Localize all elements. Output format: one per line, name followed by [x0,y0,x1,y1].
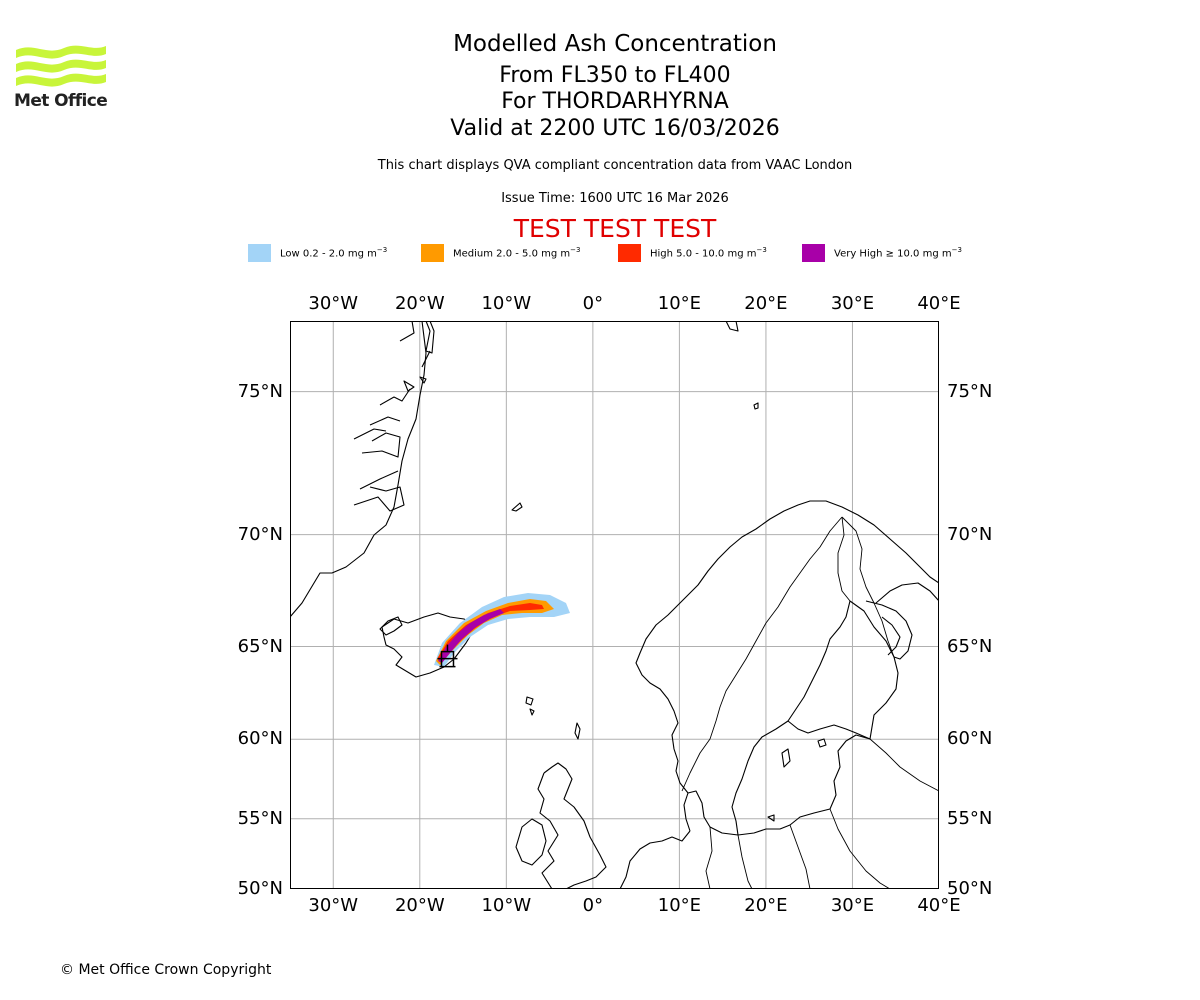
legend-swatch-high [618,244,641,262]
lon-label-top: 40°E [917,293,961,314]
lat-label-right: 75°N [947,380,993,402]
coast-svalbard [725,321,739,332]
coast-shetland [574,722,581,740]
legend-item-very-high: Very High ≥ 10.0 mg m−3 [802,244,962,262]
border-central-europe [705,738,939,889]
coast-norway [635,500,939,794]
legend-swatch-very-high [802,244,825,262]
legend-label-medium: Medium 2.0 - 5.0 mg m−3 [453,246,581,260]
border-norway-sweden [681,516,843,792]
lat-label-left: 75°N [237,380,283,402]
coastlines [290,321,939,889]
coast-gulf-finland [787,720,871,740]
legend-item-medium: Medium 2.0 - 5.0 mg m−3 [421,244,580,262]
lon-label-bottom: 10°W [481,895,532,916]
lon-label-bottom: 20°E [744,895,788,916]
test-banner: TEST TEST TEST [513,214,717,243]
coast-bear-island [753,402,759,410]
lon-label-bottom: 30°W [308,895,359,916]
lat-label-left: 65°N [237,635,283,657]
lon-label-top: 30°E [830,293,875,314]
coast-greenland-fjords [353,321,431,512]
volcano-name: For THORDARHYRNA [501,89,729,114]
lat-label-left: 55°N [237,807,283,829]
legend-label-very-high: Very High ≥ 10.0 mg m−3 [834,246,962,260]
lon-label-bottom: 30°E [830,895,875,916]
lon-label-top: 20°E [744,293,788,314]
flight-levels: From FL350 to FL400 [499,63,731,88]
coast-islands-baltic [767,738,827,822]
coast-sweden-east [731,600,851,836]
ash-plume-very-high [438,609,504,663]
legend-item-low: Low 0.2 - 2.0 mg m−3 [248,244,387,262]
coast-faroe [525,696,535,716]
valid-time: Valid at 2200 UTC 16/03/2026 [450,116,780,141]
border-finland-russia [841,516,895,658]
lat-label-right: 70°N [947,523,993,545]
lon-label-top: 30°W [308,293,359,314]
map-frame [290,321,939,889]
coast-jan-mayen [511,502,523,512]
chart-description: This chart displays QVA compliant concen… [377,158,853,173]
coast-scotland-west [537,772,559,889]
issue-time: Issue Time: 1600 UTC 16 Mar 2026 [501,191,729,206]
coast-baltic-south [737,808,831,836]
lon-label-top: 20°W [394,293,445,314]
coast-iceland-westfjords [379,616,403,636]
lat-label-left: 50°N [237,878,283,899]
lon-label-bottom: 10°E [657,895,702,916]
lon-label-top: 10°E [657,293,702,314]
coast-netherlands-germany [619,830,691,889]
legend-label-high: High 5.0 - 10.0 mg m−3 [650,246,767,260]
lat-label-right: 60°N [947,728,993,750]
copyright: © Met Office Crown Copyright [60,962,272,978]
coast-great-britain [543,762,607,889]
chart-title: Modelled Ash Concentration [453,31,777,57]
legend-swatch-low [248,244,271,262]
lat-label-right: 50°N [947,878,993,899]
coast-baltic-east [829,734,871,810]
coast-denmark [683,790,739,836]
coast-bothnia [849,600,899,740]
met-office-logo [16,45,106,87]
coast-iceland [381,612,475,678]
lat-label-left: 60°N [237,728,283,750]
coast-kola [865,582,939,660]
legend-swatch-medium [421,244,444,262]
border-sweden-finland [837,516,851,602]
lat-label-right: 55°N [947,807,993,829]
coast-white-sea [881,616,901,656]
lat-label-left: 70°N [237,523,283,545]
lon-label-bottom: 40°E [917,895,961,916]
ash-map [290,321,939,889]
logo-text: Met Office [14,91,108,111]
lon-label-top: 10°W [481,293,532,314]
legend-item-high: High 5.0 - 10.0 mg m−3 [618,244,767,262]
lon-label-bottom: 0° [582,895,604,916]
volcano-marker-icon [437,644,458,668]
lat-label-right: 65°N [947,635,993,657]
concentration-legend: Low 0.2 - 2.0 mg m−3 Medium 2.0 - 5.0 mg… [0,244,1200,264]
ash-plume [434,593,570,667]
coast-greenland [290,321,427,618]
lon-label-top: 0° [582,293,604,314]
legend-label-low: Low 0.2 - 2.0 mg m−3 [280,246,388,260]
lon-label-bottom: 20°W [394,895,445,916]
coast-ireland [515,818,547,866]
coast-greenland-islands [403,321,435,392]
